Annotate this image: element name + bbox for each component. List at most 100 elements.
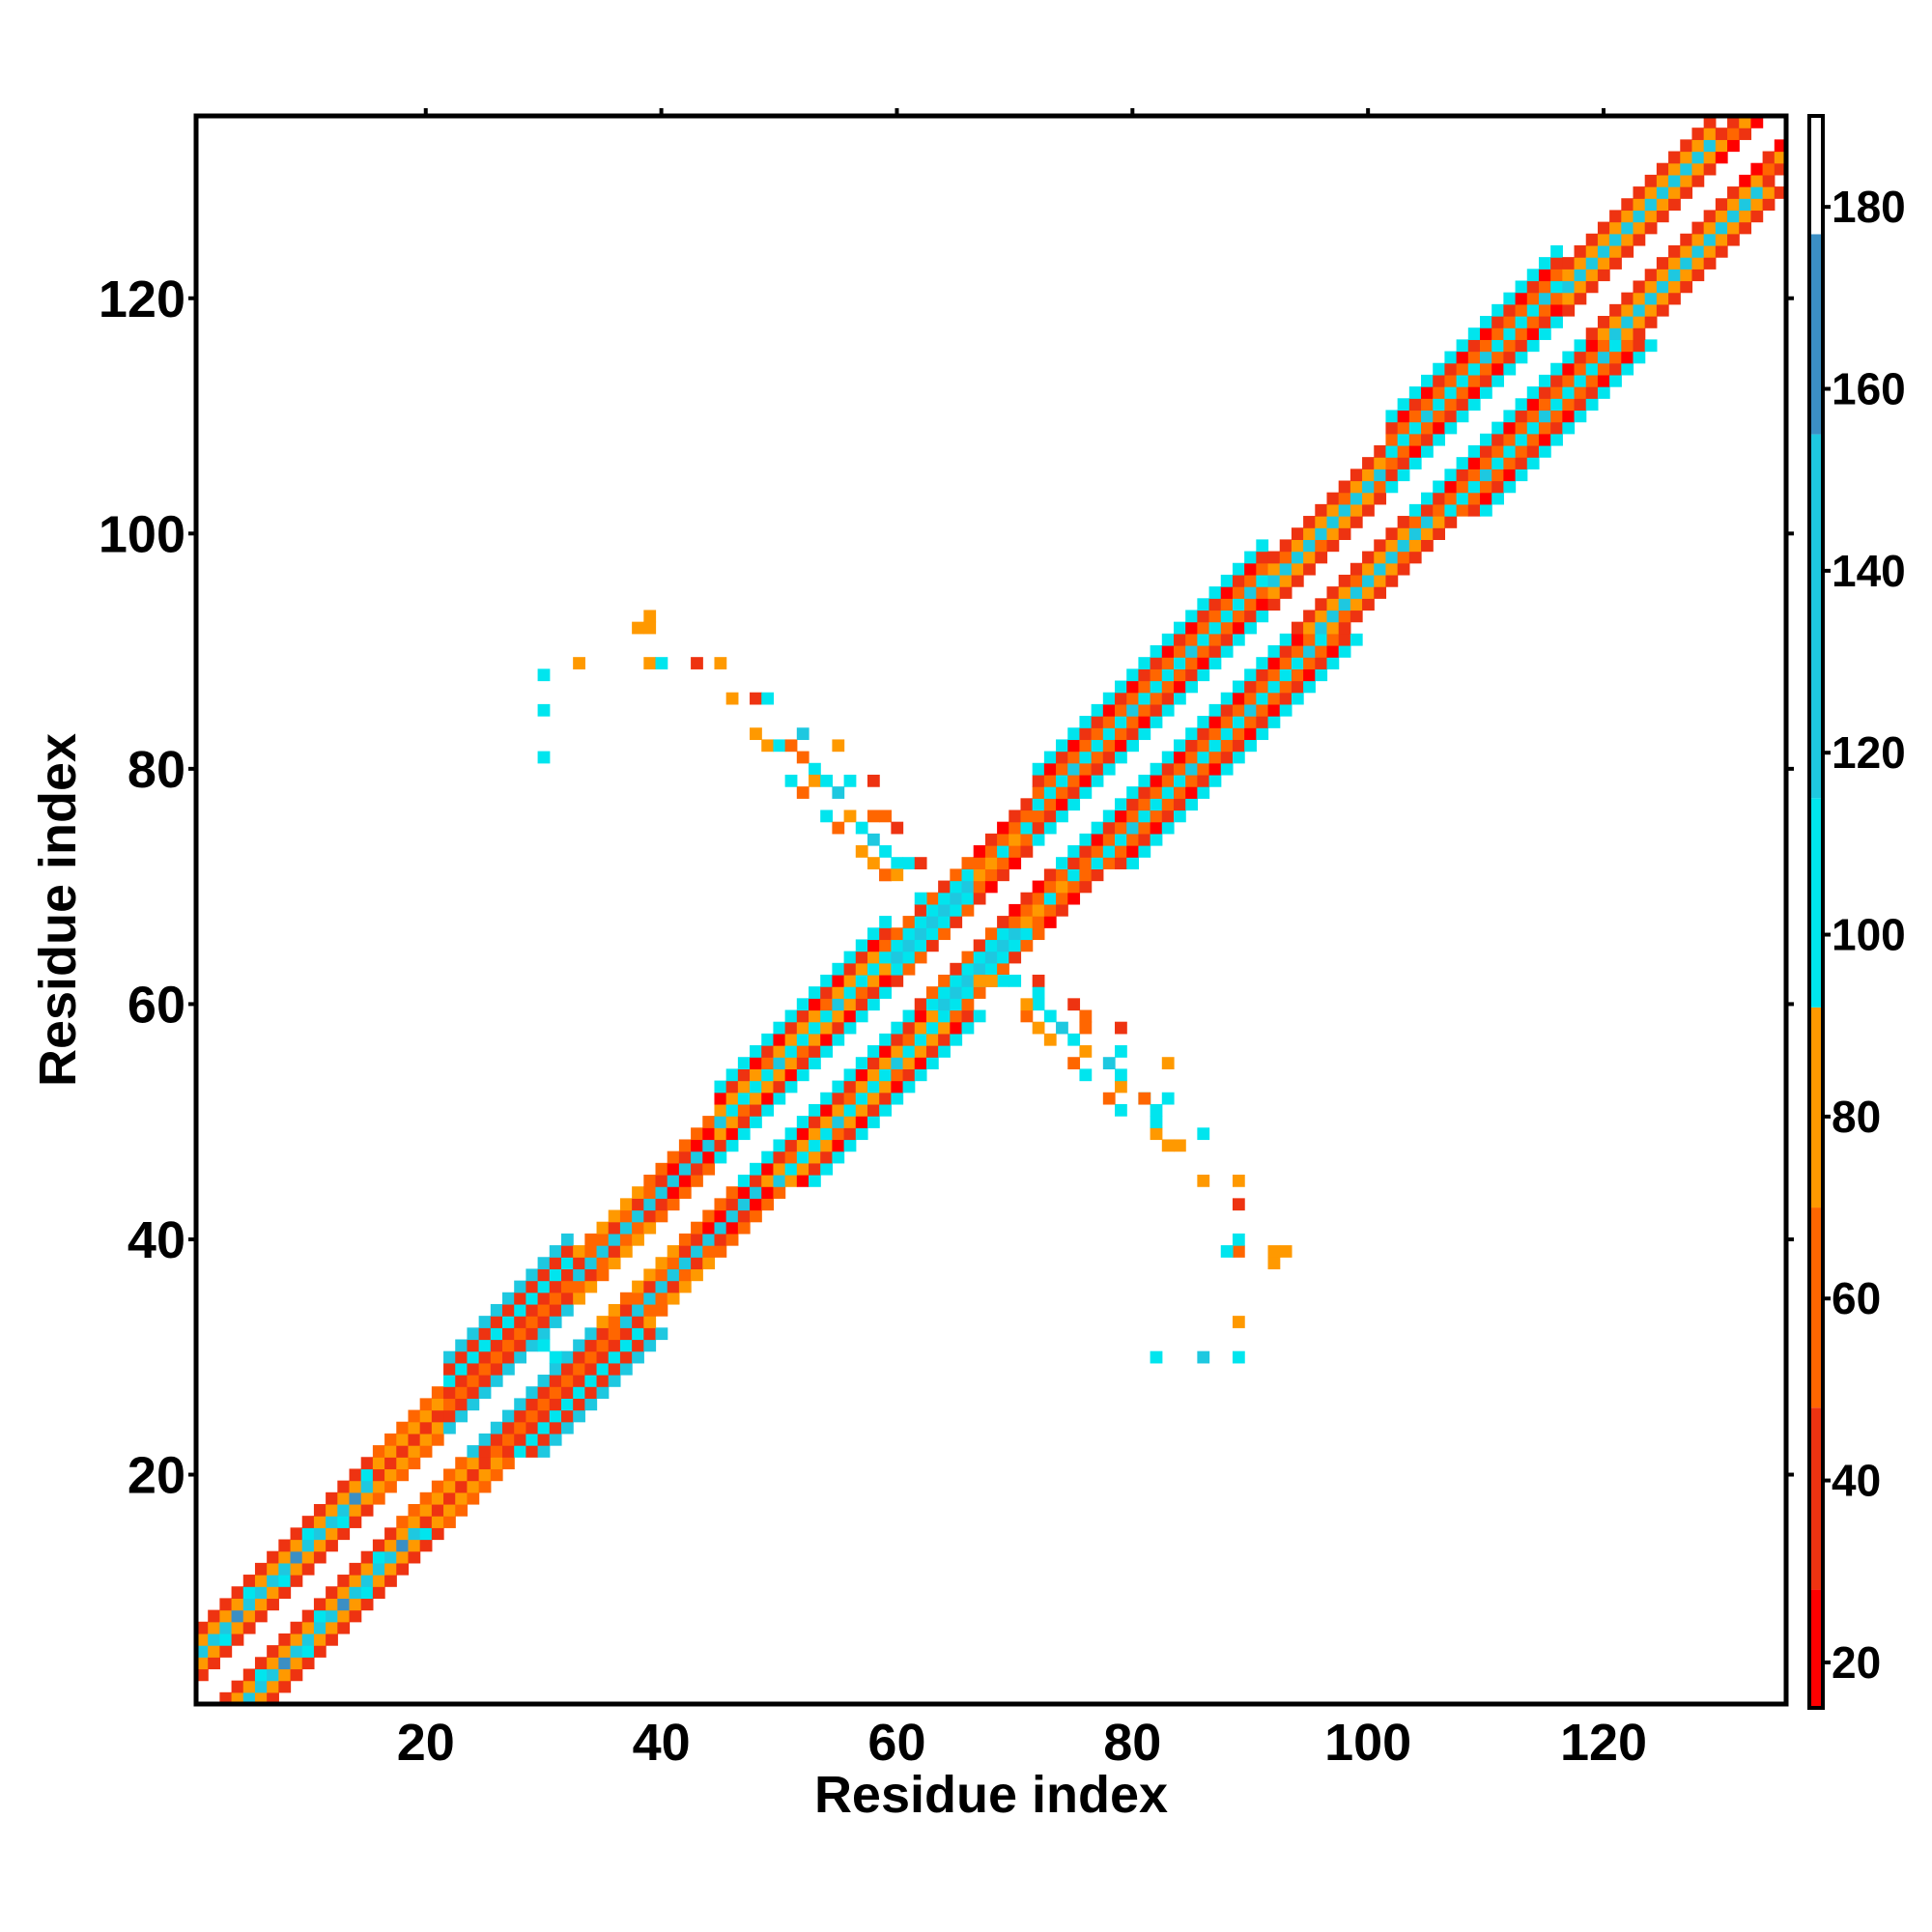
heatmap-cell (1456, 410, 1469, 423)
heatmap-cell (267, 1680, 279, 1693)
heatmap-cell (784, 739, 798, 753)
heatmap-cell (737, 1175, 751, 1187)
heatmap-cell (608, 1303, 621, 1317)
heatmap-cell (1244, 598, 1257, 611)
heatmap-cell (349, 1480, 362, 1493)
heatmap-cell (1315, 668, 1328, 682)
heatmap-cell (608, 1350, 621, 1364)
heatmap-cell (691, 657, 703, 669)
heatmap-cell (796, 1068, 810, 1082)
heatmap-cell (1585, 257, 1599, 270)
heatmap-cell (396, 1562, 410, 1576)
heatmap-cell (514, 1409, 526, 1423)
heatmap-cell (914, 1033, 927, 1046)
heatmap-cell (1538, 433, 1551, 446)
heatmap-cell (902, 916, 916, 928)
heatmap-cell (997, 916, 1009, 928)
heatmap-cell (573, 1386, 585, 1399)
heatmap-cell (997, 857, 1009, 869)
heatmap-cell (1208, 610, 1222, 623)
heatmap-cell (1338, 586, 1351, 599)
heatmap-cell (278, 1539, 292, 1552)
heatmap-cell (796, 1139, 810, 1152)
heatmap-cell (1467, 398, 1481, 412)
heatmap-cell (1433, 398, 1446, 412)
heatmap-cell (573, 1280, 585, 1293)
heatmap-cell (1315, 516, 1328, 528)
heatmap-cell (655, 1280, 668, 1293)
heatmap-cell (1526, 457, 1540, 469)
heatmap-cell (1479, 327, 1492, 340)
heatmap-cell (419, 1516, 433, 1528)
heatmap-cell (1161, 810, 1175, 823)
colorbar-frame (1807, 114, 1825, 1710)
heatmap-cell (1421, 492, 1434, 505)
heatmap-cell (408, 1550, 421, 1564)
heatmap-cell (1633, 316, 1646, 328)
heatmap-cell (1574, 410, 1587, 423)
heatmap-cell (891, 1068, 904, 1082)
heatmap-cell (1727, 221, 1740, 235)
heatmap-cell (1574, 292, 1587, 305)
heatmap-cell (879, 868, 892, 882)
heatmap-cell (1574, 386, 1587, 399)
heatmap-cell (560, 1375, 574, 1387)
heatmap-cell (1338, 516, 1351, 528)
heatmap-cell (1326, 586, 1340, 599)
heatmap-cell (1479, 433, 1492, 446)
heatmap-cell (891, 1033, 904, 1046)
heatmap-cell (1574, 351, 1587, 364)
heatmap-cell (1315, 610, 1328, 623)
heatmap-cell (326, 1621, 338, 1634)
heatmap-cell (431, 1503, 444, 1517)
heatmap-cell (1550, 410, 1563, 423)
heatmap-cell (396, 1550, 410, 1564)
heatmap-cell (832, 786, 845, 799)
heatmap-cell (1020, 998, 1034, 1011)
heatmap-cell (1185, 739, 1198, 753)
heatmap-cell (1020, 939, 1034, 952)
heatmap-cell (443, 1362, 456, 1376)
heatmap-cell (1267, 551, 1281, 564)
heatmap-cell (1279, 539, 1293, 553)
heatmap-cell (902, 927, 916, 941)
heatmap-cell (278, 1586, 292, 1599)
heatmap-cell (596, 1257, 610, 1270)
heatmap-cell (1256, 539, 1269, 553)
heatmap-cell (1009, 939, 1022, 952)
heatmap-cell (1515, 433, 1528, 446)
heatmap-cell (537, 1268, 551, 1282)
heatmap-cell (1161, 1092, 1175, 1105)
heatmap-cell (1291, 574, 1304, 587)
heatmap-cell (914, 892, 927, 905)
heatmap-cell (1079, 739, 1093, 753)
heatmap-cell (1291, 657, 1304, 669)
heatmap-cell (1079, 774, 1093, 787)
heatmap-cell (773, 1186, 786, 1199)
heatmap-cell (1668, 198, 1681, 212)
heatmap-cell (267, 1657, 279, 1670)
heatmap-cell (667, 1257, 680, 1270)
heatmap-cell (1479, 316, 1492, 328)
heatmap-cell (1492, 351, 1504, 364)
heatmap-cell (1161, 751, 1175, 764)
heatmap-cell (301, 1527, 315, 1541)
heatmap-cell (1633, 210, 1646, 223)
heatmap-cell (714, 1198, 727, 1211)
heatmap-cell (1633, 221, 1646, 235)
heatmap-cell (360, 1586, 374, 1599)
heatmap-cell (1492, 339, 1504, 353)
heatmap-cell (1079, 868, 1093, 882)
heatmap-cell (1173, 633, 1186, 646)
heatmap-cell (1633, 280, 1646, 294)
heatmap-cell (961, 1021, 975, 1035)
heatmap-cell (455, 1362, 469, 1376)
heatmap-cell (267, 1586, 279, 1599)
heatmap-cell (1680, 244, 1693, 258)
heatmap-cell (1691, 233, 1705, 246)
heatmap-cell (843, 810, 857, 823)
heatmap-cell (1397, 421, 1410, 435)
heatmap-cell (1291, 562, 1304, 576)
heatmap-cell (526, 1268, 539, 1282)
heatmap-cell (349, 1468, 362, 1482)
